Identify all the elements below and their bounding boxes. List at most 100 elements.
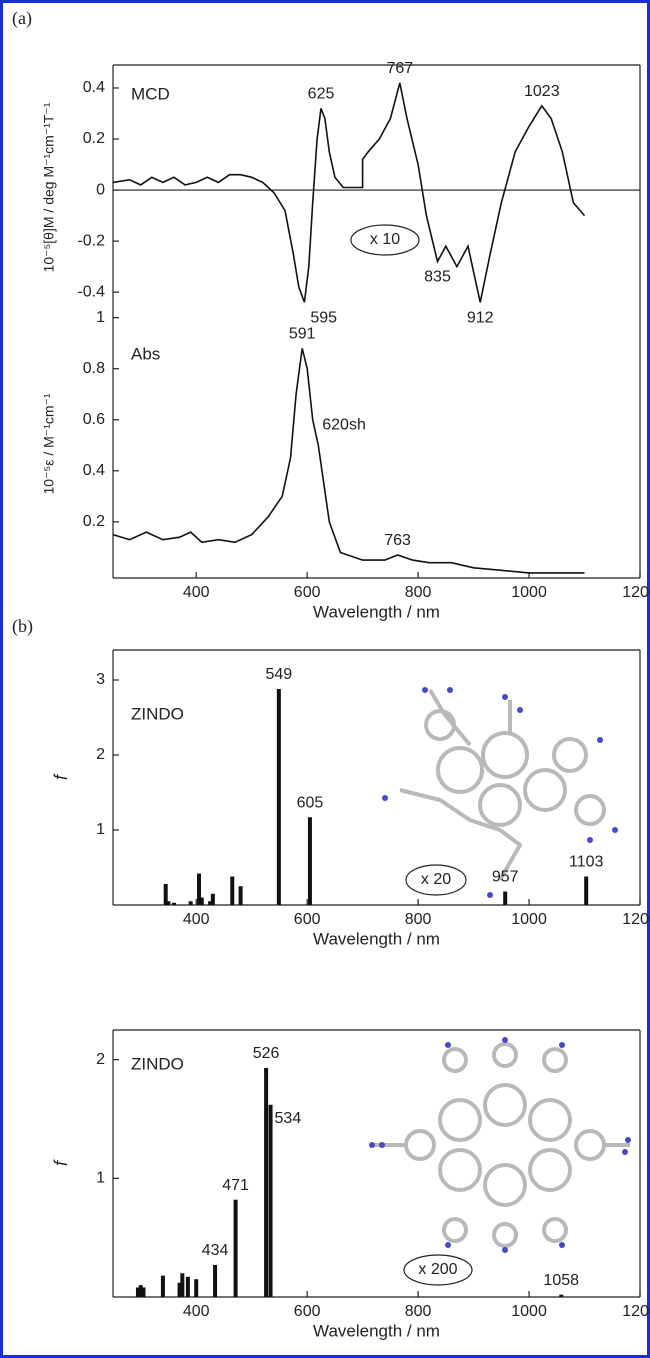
peak-label: 595 bbox=[310, 310, 337, 327]
y-axis-label: f bbox=[51, 1159, 71, 1166]
peak-label: 549 bbox=[266, 666, 293, 683]
x-tick-label: 1200 bbox=[622, 1303, 650, 1320]
peak-label: 912 bbox=[467, 310, 494, 327]
peak-label: 471 bbox=[222, 1177, 249, 1194]
spectrum-line bbox=[112, 82, 586, 303]
bar bbox=[307, 817, 312, 905]
y-tick-label: 0 bbox=[96, 181, 105, 198]
peak-label: 434 bbox=[202, 1242, 229, 1259]
y-tick-label: 3 bbox=[96, 671, 105, 688]
peak-label: 526 bbox=[253, 1045, 280, 1062]
series-name: Abs bbox=[131, 344, 160, 363]
bar bbox=[264, 1067, 269, 1297]
y-tick-label: -0.4 bbox=[77, 283, 105, 300]
molecule-bottom bbox=[370, 1042, 630, 1248]
y-axis-label: 10⁻⁵[θ]M / deg M⁻¹cm⁻¹T⁻¹ bbox=[41, 102, 57, 272]
x-tick-label: 400 bbox=[183, 584, 210, 601]
peak-label: 957 bbox=[492, 869, 519, 886]
bar bbox=[135, 1287, 140, 1297]
bar bbox=[160, 1275, 165, 1297]
y-tick-label: 1 bbox=[96, 1170, 105, 1187]
bar bbox=[138, 1285, 143, 1297]
bar bbox=[503, 891, 508, 905]
panel-label: (b) bbox=[12, 616, 33, 637]
annotation-ellipse bbox=[350, 224, 420, 256]
series-name: MCD bbox=[131, 84, 170, 103]
annotation: x 20 bbox=[421, 871, 451, 888]
x-tick-label: 1000 bbox=[511, 584, 547, 601]
panel-label: (a) bbox=[12, 8, 32, 29]
y-tick-label: 2 bbox=[96, 746, 105, 763]
series-name: ZINDO bbox=[131, 1054, 184, 1073]
y-axis-label: f bbox=[51, 773, 71, 780]
x-axis-label: Wavelength / nm bbox=[313, 602, 440, 621]
y-tick-label: 0.8 bbox=[83, 360, 105, 377]
peak-label: 1023 bbox=[524, 83, 560, 100]
y-tick-label: 0.4 bbox=[83, 79, 105, 96]
bar bbox=[584, 876, 589, 905]
peak-label: 625 bbox=[308, 86, 335, 103]
bar bbox=[185, 1276, 190, 1297]
annotation: x 10 bbox=[370, 231, 400, 248]
molecule-top-atoms bbox=[382, 687, 618, 898]
y-tick-label: -0.2 bbox=[77, 232, 105, 249]
y-axis-label: 10⁻⁵ε / M⁻¹cm⁻¹ bbox=[41, 393, 57, 494]
x-tick-label: 1200 bbox=[622, 911, 650, 928]
peak-label: 835 bbox=[424, 269, 451, 286]
bar bbox=[172, 902, 177, 905]
x-tick-label: 400 bbox=[183, 911, 210, 928]
peak-label: 1103 bbox=[569, 854, 604, 871]
bar bbox=[177, 1282, 182, 1297]
bar bbox=[166, 901, 171, 905]
peak-label: 763 bbox=[384, 532, 411, 549]
peak-label: 767 bbox=[386, 60, 413, 77]
bar bbox=[238, 886, 243, 905]
y-tick-label: 2 bbox=[96, 1051, 105, 1068]
y-tick-label: 0.2 bbox=[83, 513, 105, 530]
peak-label: 1058 bbox=[543, 1272, 579, 1289]
bar bbox=[276, 689, 281, 905]
y-tick-label: 1 bbox=[96, 309, 105, 326]
bar bbox=[268, 1104, 273, 1297]
x-tick-label: 800 bbox=[405, 1303, 432, 1320]
annotation-ellipse bbox=[403, 1254, 473, 1286]
x-tick-label: 1200 bbox=[622, 584, 650, 601]
bar bbox=[188, 901, 193, 905]
annotation: x 200 bbox=[418, 1261, 457, 1278]
molecule-top bbox=[399, 688, 606, 881]
bar bbox=[180, 1273, 185, 1297]
x-axis-label: Wavelength / nm bbox=[313, 1321, 440, 1340]
y-tick-label: 0.2 bbox=[83, 130, 105, 147]
bar bbox=[196, 873, 201, 905]
annotation-ellipse bbox=[405, 864, 467, 896]
spectrum-line bbox=[112, 348, 585, 574]
x-tick-label: 600 bbox=[294, 584, 321, 601]
bar bbox=[230, 876, 235, 905]
peak-label: 605 bbox=[297, 794, 324, 811]
x-tick-label: 1000 bbox=[511, 1303, 547, 1320]
bar bbox=[559, 1294, 564, 1297]
x-tick-label: 800 bbox=[405, 584, 432, 601]
y-tick-label: 1 bbox=[96, 821, 105, 838]
bar bbox=[141, 1287, 146, 1297]
x-tick-label: 400 bbox=[183, 1303, 210, 1320]
y-tick-label: 0.4 bbox=[83, 462, 105, 479]
bar bbox=[163, 884, 168, 905]
bar bbox=[194, 1279, 199, 1297]
bar bbox=[233, 1199, 238, 1297]
molecule-bottom-atoms bbox=[369, 1037, 631, 1253]
x-tick-label: 600 bbox=[294, 1303, 321, 1320]
peak-label: 534 bbox=[275, 1110, 302, 1127]
bar bbox=[208, 901, 213, 905]
x-tick-label: 1000 bbox=[511, 911, 547, 928]
peak-label: 591 bbox=[289, 326, 316, 343]
x-tick-label: 600 bbox=[294, 911, 321, 928]
bar bbox=[210, 893, 215, 905]
bar bbox=[199, 897, 204, 905]
y-tick-label: 0.6 bbox=[83, 411, 105, 428]
x-axis-label: Wavelength / nm bbox=[313, 929, 440, 948]
peak-label: 620sh bbox=[322, 416, 366, 433]
series-name: ZINDO bbox=[131, 704, 184, 723]
